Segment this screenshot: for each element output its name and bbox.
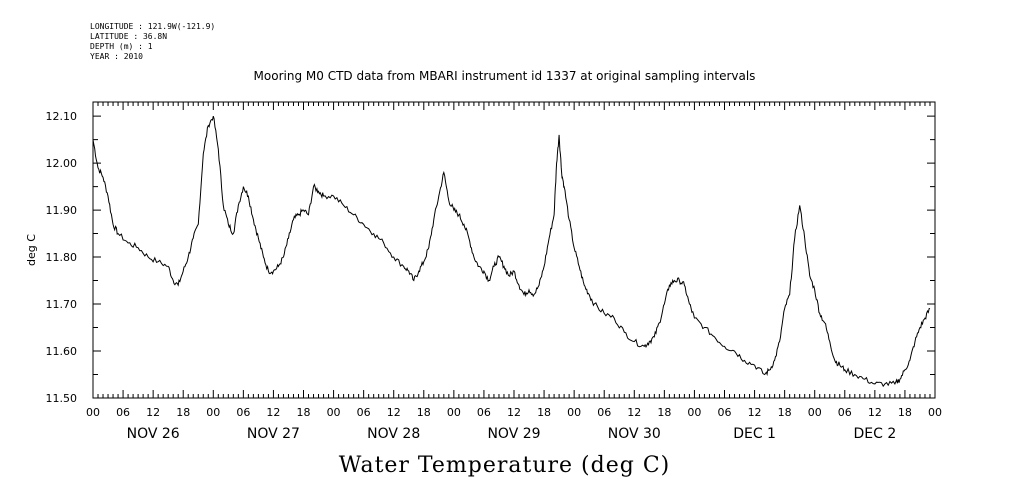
x-tick-label: 12 <box>627 406 641 419</box>
x-tick-label: 18 <box>778 406 792 419</box>
tick-marks <box>92 102 936 399</box>
meta-year: YEAR : 2010 <box>90 52 143 61</box>
x-tick-label: 00 <box>327 406 341 419</box>
y-tick-label: 11.50 <box>46 392 78 405</box>
meta-latitude: LATITUDE : 36.8N <box>90 32 168 41</box>
x-tick-label: 06 <box>597 406 611 419</box>
x-axis-label: Water Temperature (deg C) <box>338 453 671 478</box>
metadata-block: LONGITUDE : 121.9W(-121.9) LATITUDE : 36… <box>90 22 215 62</box>
day-label: NOV 28 <box>367 426 420 442</box>
plot-frame <box>92 101 936 399</box>
x-tick-label: 00 <box>567 406 581 419</box>
y-tick-labels: 11.50 11.60 11.70 11.80 11.90 12.00 12.10 <box>46 110 78 405</box>
chart-title: Mooring M0 CTD data from MBARI instrumen… <box>253 69 756 83</box>
x-tick-label: 18 <box>417 406 431 419</box>
x-tick-label: 12 <box>507 406 521 419</box>
x-tick-label: 00 <box>86 406 100 419</box>
x-tick-label: 12 <box>266 406 280 419</box>
x-tick-label: 00 <box>687 406 701 419</box>
x-tick-label: 18 <box>176 406 190 419</box>
day-label: DEC 1 <box>733 426 776 442</box>
x-tick-label: 00 <box>808 406 822 419</box>
y-tick-label: 12.00 <box>46 157 78 170</box>
x-tick-label: 06 <box>718 406 732 419</box>
y-axis-label: deg C <box>25 234 38 266</box>
x-tick-label: 06 <box>116 406 130 419</box>
y-tick-label: 11.80 <box>46 251 78 264</box>
x-tick-label: 06 <box>357 406 371 419</box>
x-tick-label: 12 <box>387 406 401 419</box>
x-tick-label: 12 <box>146 406 160 419</box>
x-tick-label: 18 <box>537 406 551 419</box>
axis-ticks <box>92 102 936 399</box>
day-label: NOV 27 <box>247 426 300 442</box>
day-label: NOV 29 <box>487 426 540 442</box>
y-tick-label: 12.10 <box>46 110 78 123</box>
x-tick-label: 12 <box>748 406 762 419</box>
day-label: NOV 30 <box>608 426 661 442</box>
x-tick-label: 18 <box>898 406 912 419</box>
x-tick-label: 18 <box>297 406 311 419</box>
x-tick-label: 06 <box>838 406 852 419</box>
day-labels: NOV 26 NOV 27 NOV 28 NOV 29 NOV 30 DEC 1 DEC 2 <box>127 426 897 442</box>
x-tick-labels: 00 06 12 18 00 06 12 18 00 06 12 18 00 06 12 18 00 06 12 18… <box>86 406 942 419</box>
x-tick-label: 06 <box>477 406 491 419</box>
x-tick-label: 12 <box>868 406 882 419</box>
y-tick-label: 11.60 <box>46 345 78 358</box>
day-label: NOV 26 <box>127 426 180 442</box>
x-tick-label: 18 <box>657 406 671 419</box>
meta-longitude: LONGITUDE : 121.9W(-121.9) <box>90 22 216 31</box>
y-tick-label: 11.90 <box>46 204 78 217</box>
meta-depth: DEPTH (m) : 1 <box>90 42 153 51</box>
day-label: DEC 2 <box>853 426 896 442</box>
x-tick-label: 06 <box>236 406 250 419</box>
series-line-water-temperature <box>92 115 931 388</box>
x-tick-label: 00 <box>928 406 942 419</box>
x-tick-label: 00 <box>447 406 461 419</box>
y-tick-label: 11.70 <box>46 298 78 311</box>
x-tick-label: 00 <box>206 406 220 419</box>
